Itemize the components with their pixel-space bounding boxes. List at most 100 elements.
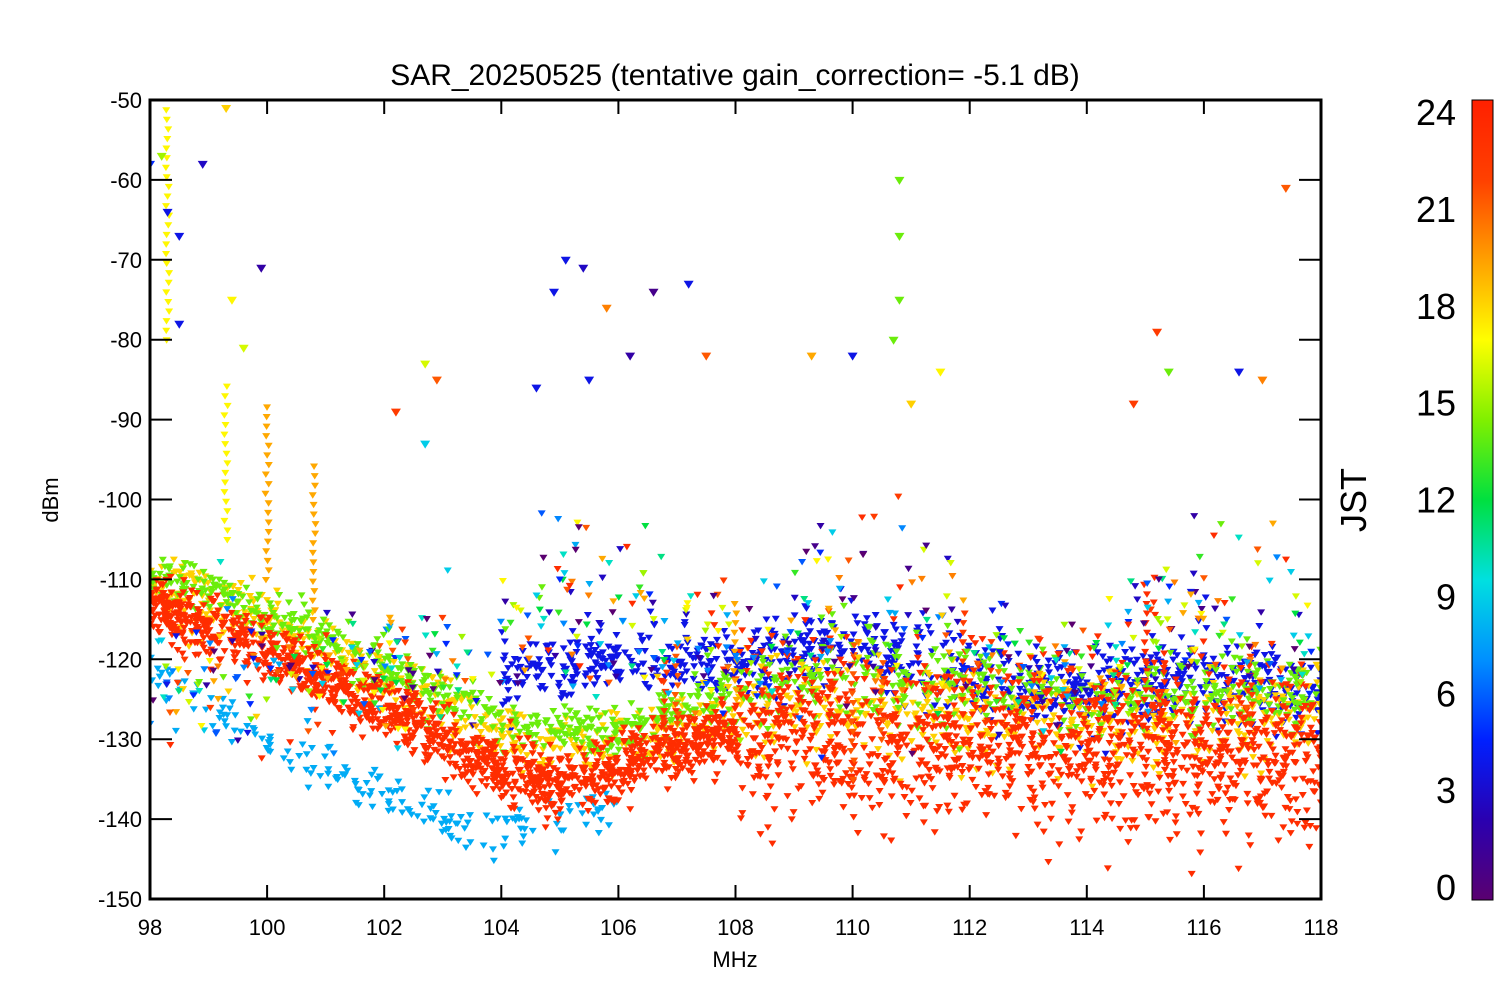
data-point xyxy=(169,569,178,577)
data-point xyxy=(1039,828,1048,836)
data-point xyxy=(709,746,718,753)
data-point xyxy=(1079,767,1088,775)
data-point xyxy=(756,831,765,838)
data-point xyxy=(1223,784,1232,792)
data-point xyxy=(234,587,243,594)
data-point xyxy=(1032,643,1041,650)
data-point xyxy=(766,783,775,790)
data-point xyxy=(1171,819,1180,826)
data-point xyxy=(307,744,316,752)
data-point xyxy=(849,631,858,638)
data-point xyxy=(955,746,964,753)
data-point xyxy=(847,638,856,645)
data-point xyxy=(158,556,167,564)
data-point xyxy=(425,692,434,700)
data-point xyxy=(748,649,757,657)
data-point xyxy=(1267,651,1276,658)
data-point xyxy=(243,680,252,687)
data-point xyxy=(814,781,823,788)
data-point xyxy=(440,815,449,823)
data-point xyxy=(236,580,245,587)
data-point xyxy=(328,625,337,633)
data-point xyxy=(1007,685,1016,693)
data-point xyxy=(1126,772,1135,779)
data-point xyxy=(1000,660,1009,668)
data-point xyxy=(685,651,694,659)
data-point xyxy=(908,699,917,707)
data-point xyxy=(1277,784,1286,792)
data-point xyxy=(522,817,531,824)
data-point xyxy=(585,667,594,674)
data-point xyxy=(1106,800,1115,807)
data-point xyxy=(1011,832,1020,840)
data-point xyxy=(1205,747,1214,755)
data-point xyxy=(534,673,543,680)
data-point xyxy=(391,697,400,704)
data-point xyxy=(467,704,476,711)
data-point xyxy=(641,680,650,688)
data-point xyxy=(738,627,747,634)
data-point xyxy=(1092,691,1101,698)
data-point xyxy=(765,637,774,644)
data-point xyxy=(790,638,799,646)
data-point xyxy=(939,642,948,650)
data-point xyxy=(1133,681,1142,688)
data-point xyxy=(518,840,527,847)
data-point xyxy=(1193,747,1202,755)
data-point xyxy=(157,669,166,677)
data-point xyxy=(702,662,711,670)
data-point xyxy=(1244,695,1253,703)
data-point xyxy=(539,746,548,753)
data-point xyxy=(1060,679,1069,686)
data-point xyxy=(365,792,374,799)
data-point xyxy=(1104,674,1113,682)
data-point xyxy=(306,770,315,777)
data-point xyxy=(1310,716,1319,723)
data-point xyxy=(478,770,487,778)
data-point xyxy=(1041,714,1050,721)
data-point xyxy=(650,620,659,628)
data-point xyxy=(719,759,728,767)
data-point xyxy=(952,733,961,740)
data-point xyxy=(568,628,577,635)
data-point xyxy=(741,672,750,679)
data-point xyxy=(729,713,738,720)
data-point xyxy=(738,785,747,792)
data-point xyxy=(801,650,810,657)
data-point xyxy=(536,736,545,743)
data-point xyxy=(681,647,690,654)
data-point xyxy=(273,600,282,608)
data-point xyxy=(952,707,961,715)
data-point xyxy=(1192,790,1201,798)
data-point xyxy=(1305,843,1314,851)
data-point xyxy=(1024,771,1033,778)
data-point xyxy=(1133,671,1142,679)
data-point xyxy=(614,644,623,651)
data-point xyxy=(548,641,557,648)
data-point xyxy=(1266,686,1275,693)
data-point xyxy=(724,684,733,691)
data-point xyxy=(150,677,157,684)
data-point xyxy=(897,638,906,645)
data-point xyxy=(790,678,799,686)
data-point xyxy=(1179,780,1188,788)
data-point xyxy=(248,725,257,732)
data-point xyxy=(710,778,719,786)
data-point xyxy=(717,682,726,689)
data-point xyxy=(536,685,545,692)
data-point xyxy=(424,787,433,795)
data-point xyxy=(417,666,426,673)
data-point xyxy=(511,739,520,747)
data-point xyxy=(877,684,886,692)
data-point xyxy=(808,799,817,807)
data-point xyxy=(990,733,999,740)
data-point xyxy=(532,665,541,672)
data-point xyxy=(1155,771,1164,778)
data-point xyxy=(466,839,475,846)
data-point xyxy=(750,629,759,636)
data-point xyxy=(1187,870,1196,878)
data-point xyxy=(806,628,815,635)
data-point xyxy=(1155,774,1164,782)
data-point xyxy=(230,603,239,610)
data-point xyxy=(167,592,176,599)
